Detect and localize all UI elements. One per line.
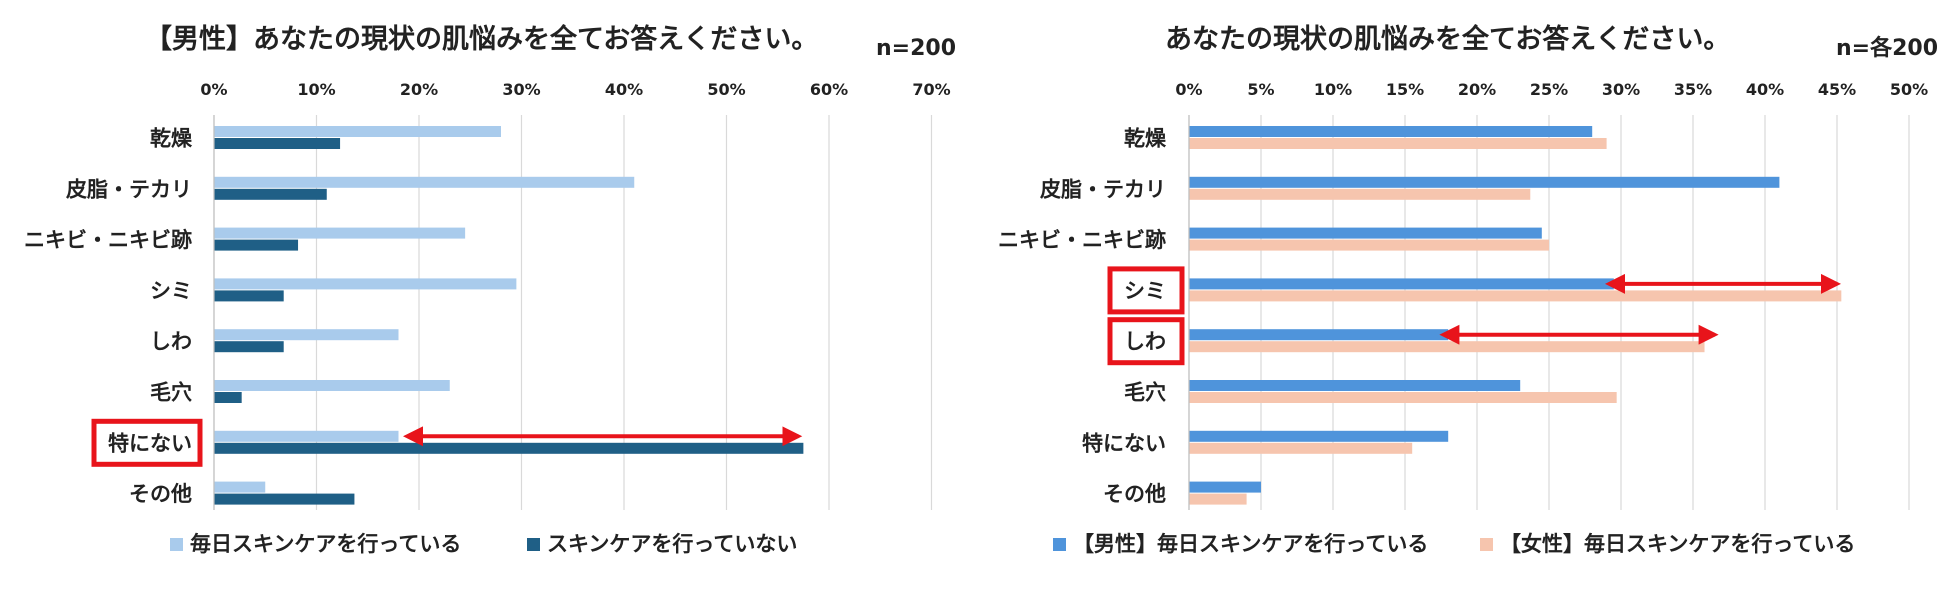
- x-tick-label: 5%: [1247, 80, 1274, 99]
- bar-series2: [1189, 341, 1705, 353]
- x-tick-label: 15%: [1386, 80, 1424, 99]
- category-label: しわ: [150, 330, 192, 354]
- legend-swatch: [527, 538, 540, 551]
- legend-swatch: [1480, 538, 1493, 551]
- x-tick-label: 20%: [400, 80, 438, 99]
- sample-size-note: n=各200: [1836, 35, 1938, 61]
- bar-series1: [1189, 329, 1449, 341]
- sample-size-note: n=200: [876, 36, 956, 61]
- highlight-box: [1107, 266, 1185, 315]
- bar-series2: [214, 392, 242, 403]
- bar-series1: [1189, 380, 1521, 391]
- legend-swatch: [170, 538, 183, 551]
- category-label: 毛穴: [1124, 381, 1166, 405]
- bar-series1: [214, 380, 450, 391]
- bar-series1: [1189, 227, 1542, 239]
- category-label: 乾燥: [150, 127, 193, 151]
- category-label: 皮脂・テカリ: [66, 177, 192, 201]
- category-label: 乾燥: [1124, 127, 1167, 151]
- x-tick-label: 10%: [297, 80, 335, 99]
- bar-series1: [214, 126, 501, 137]
- chart-title: あなたの現状の肌悩みを全てお答えください。: [1165, 23, 1730, 55]
- bar-series2: [1189, 290, 1842, 302]
- bar-series2: [1189, 493, 1247, 505]
- category-label: ニキビ・ニキビ跡: [998, 228, 1166, 252]
- category-label: 皮脂・テカリ: [1040, 177, 1166, 201]
- x-tick-label: 0%: [200, 80, 227, 99]
- bar-series2: [1189, 442, 1413, 454]
- category-label: その他: [129, 482, 192, 506]
- bar-series1: [1189, 481, 1261, 493]
- bar-series1: [214, 329, 399, 341]
- x-tick-label: 35%: [1674, 80, 1712, 99]
- category-label: シミ: [150, 279, 192, 303]
- bar-series2: [1189, 239, 1549, 251]
- bar-series2: [214, 239, 299, 251]
- x-tick-label: 40%: [605, 80, 643, 99]
- bar-series1: [214, 481, 266, 493]
- bar-series2: [214, 493, 355, 505]
- x-tick-label: 45%: [1818, 80, 1856, 99]
- category-label: 特にない: [108, 431, 192, 455]
- x-tick-label: 0%: [1175, 80, 1202, 99]
- bar-series2: [214, 442, 804, 454]
- bar-series1: [1189, 176, 1780, 188]
- bar-series2: [214, 188, 327, 200]
- legend-swatch: [1053, 538, 1066, 551]
- bar-series2: [214, 341, 284, 353]
- x-tick-label: 30%: [502, 80, 540, 99]
- legend-label: 毎日スキンケアを行っている: [190, 532, 461, 556]
- highlight-box: [91, 418, 203, 467]
- x-tick-label: 50%: [1890, 80, 1928, 99]
- highlight-box: [1107, 317, 1185, 366]
- legend-label: 【男性】毎日スキンケアを行っている: [1073, 532, 1428, 556]
- x-tick-label: 30%: [1602, 80, 1640, 99]
- bar-series2: [214, 290, 284, 302]
- x-tick-label: 20%: [1458, 80, 1496, 99]
- bar-series1: [214, 278, 517, 290]
- bar-series2: [214, 138, 341, 149]
- x-tick-label: 25%: [1530, 80, 1568, 99]
- bar-series1: [214, 430, 399, 442]
- category-label: その他: [1103, 482, 1166, 506]
- bar-series2: [1189, 392, 1617, 403]
- bar-series1: [214, 176, 635, 188]
- bar-series1: [1189, 430, 1449, 442]
- legend-label: 【女性】毎日スキンケアを行っている: [1500, 532, 1855, 556]
- x-tick-label: 60%: [810, 80, 848, 99]
- category-label: シミ: [1124, 279, 1166, 303]
- bar-series1: [1189, 126, 1593, 137]
- x-tick-label: 70%: [912, 80, 950, 99]
- category-label: 特にない: [1082, 431, 1166, 455]
- category-label: 毛穴: [150, 381, 192, 405]
- legend-label: スキンケアを行っていない: [547, 532, 797, 556]
- category-label: しわ: [1124, 330, 1166, 354]
- chart-1: 【男性】あなたの現状の肌悩みを全てお答えください。 n=200 0% 10% 20% 30…: [24, 23, 956, 556]
- chart-2: あなたの現状の肌悩みを全てお答えください。 n=各200 0% 5% 10% 15% 20%…: [998, 23, 1938, 556]
- bar-series2: [1189, 188, 1531, 200]
- category-label: ニキビ・ニキビ跡: [24, 228, 192, 252]
- chart-title: 【男性】あなたの現状の肌悩みを全てお答えください。: [145, 23, 818, 55]
- x-tick-label: 10%: [1314, 80, 1352, 99]
- bar-series1: [214, 227, 466, 239]
- bar-series2: [1189, 138, 1607, 149]
- x-tick-label: 50%: [707, 80, 745, 99]
- bar-series1: [1189, 278, 1614, 290]
- x-tick-label: 40%: [1746, 80, 1784, 99]
